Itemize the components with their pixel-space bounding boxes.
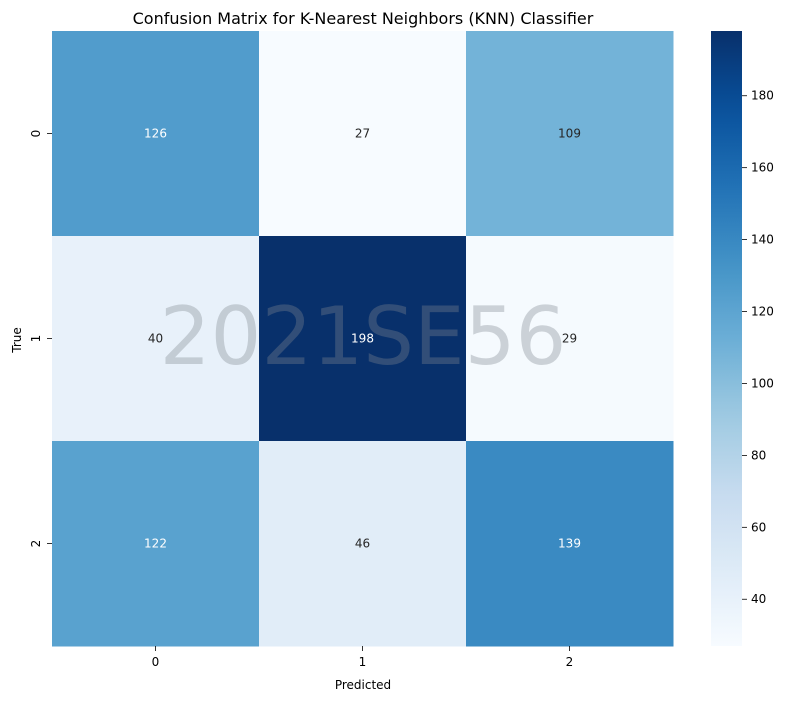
heatmap-cell (466, 236, 674, 442)
heatmap-cell (52, 441, 260, 647)
colorbar-tick-label: 60 (751, 520, 766, 534)
x-tick-label: 2 (566, 655, 574, 669)
cell-value-label: 27 (355, 127, 370, 141)
y-axis-label: True (10, 327, 24, 354)
heatmap-cell (466, 441, 674, 647)
x-tick-label: 0 (152, 655, 160, 669)
y-tick-label: 1 (29, 335, 43, 343)
cell-value-label: 126 (144, 127, 167, 141)
x-axis-ticks: 0 1 2 (152, 646, 574, 669)
x-axis-label: Predicted (335, 678, 391, 692)
heatmap-cell (52, 31, 260, 237)
colorbar-tick-label: 100 (751, 376, 774, 390)
colorbar-tick-label: 40 (751, 592, 766, 606)
heatmap-cell (466, 31, 674, 237)
colorbar-tick-label: 160 (751, 161, 774, 175)
cell-value-label: 46 (355, 537, 370, 551)
colorbar-tick-label: 180 (751, 89, 774, 103)
cell-value-label: 29 (562, 332, 577, 346)
cell-value-label: 40 (148, 332, 163, 346)
heatmap-cell (52, 236, 260, 442)
cell-value-label: 122 (144, 537, 167, 551)
y-axis-ticks: 0 1 2 (29, 130, 52, 548)
heatmap-cell (259, 236, 467, 442)
colorbar-gradient (711, 31, 742, 646)
colorbar: 40 60 80 100 120 140 160 180 (711, 31, 774, 646)
y-tick-label: 2 (29, 540, 43, 548)
colorbar-tick-label: 80 (751, 448, 766, 462)
cell-value-label: 109 (558, 127, 581, 141)
heatmap-cell (259, 441, 467, 647)
chart-title: Confusion Matrix for K-Nearest Neighbors… (133, 9, 594, 28)
heatmap-cells (52, 31, 674, 647)
colorbar-tick-label: 140 (751, 233, 774, 247)
y-tick-label: 0 (29, 130, 43, 138)
heatmap-cell (259, 31, 467, 237)
colorbar-tick-label: 120 (751, 305, 774, 319)
cell-value-label: 139 (558, 537, 581, 551)
watermark-text: 2021SE56 (160, 290, 567, 383)
x-tick-label: 1 (359, 655, 367, 669)
heatmap-cell-labels: 126 27 109 40 198 29 122 46 139 (144, 127, 581, 551)
cell-value-label: 198 (351, 332, 374, 346)
